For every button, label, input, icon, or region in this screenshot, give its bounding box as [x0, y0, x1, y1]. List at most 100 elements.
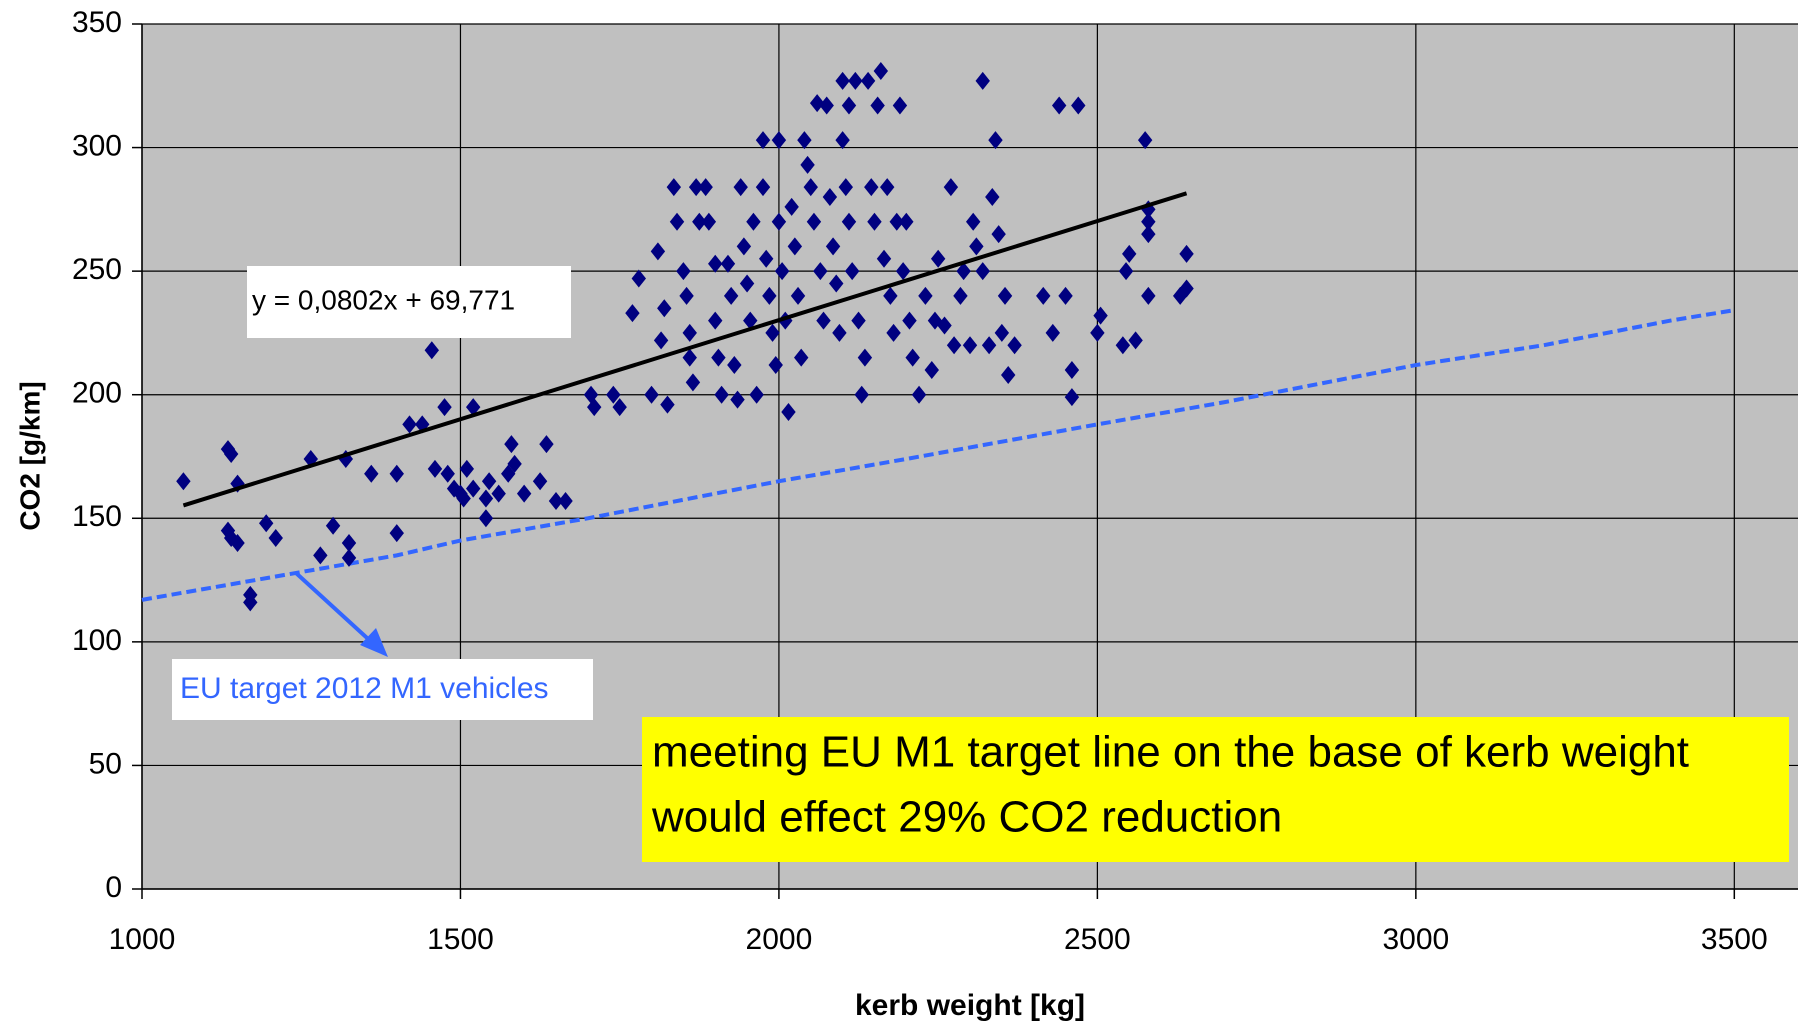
- scatter-point: [1115, 336, 1131, 355]
- scatter-point: [838, 178, 853, 197]
- scatter-point: [676, 262, 691, 281]
- scatter-point: [1179, 244, 1194, 263]
- target-label-box: [172, 659, 593, 720]
- scatter-point: [991, 225, 1006, 244]
- scatter-point: [558, 491, 573, 510]
- y-tick-label: 250: [72, 253, 122, 286]
- scatter-point: [997, 286, 1013, 305]
- scatter-point: [956, 262, 971, 281]
- scatter-point: [813, 262, 828, 281]
- scatter-point: [800, 155, 815, 174]
- scatter-point: [612, 398, 627, 417]
- note-line: meeting EU M1 target line on the base of…: [652, 728, 1689, 777]
- scatter-point: [771, 131, 787, 150]
- scatter-point: [223, 445, 239, 464]
- scatter-point: [424, 341, 439, 360]
- equation-box: [247, 266, 571, 338]
- scatter-point: [698, 178, 713, 197]
- y-tick-label: 100: [72, 624, 122, 657]
- scatter-point: [1179, 279, 1194, 298]
- scatter-point: [1122, 244, 1137, 263]
- scatter-point: [437, 398, 452, 417]
- scatter-point: [1064, 388, 1080, 407]
- scatter-point: [341, 548, 357, 567]
- trendline: [182, 191, 1188, 508]
- scatter-point: [440, 464, 455, 483]
- scatter-point: [653, 331, 669, 350]
- scatter-point: [860, 71, 876, 90]
- scatter-point: [816, 311, 831, 330]
- scatter-point: [844, 262, 860, 281]
- scatter-point: [644, 385, 659, 404]
- equation-label: y = 0,0802x + 69,771: [252, 284, 515, 315]
- scatter-point: [953, 286, 968, 305]
- scatter-point: [631, 269, 646, 288]
- x-tick-label: 1000: [109, 923, 176, 956]
- scatter-point: [1141, 286, 1156, 305]
- scatter-point: [880, 178, 895, 197]
- scatter-point: [981, 336, 997, 355]
- scatter-point: [692, 212, 707, 231]
- scatter-point: [1093, 306, 1108, 325]
- scatter-point: [389, 524, 404, 543]
- scatter-point: [889, 212, 904, 231]
- scatter-point: [876, 249, 892, 268]
- scatter-point: [504, 435, 519, 454]
- scatter-point: [864, 178, 879, 197]
- scatter-point: [507, 454, 522, 473]
- scatter-point: [481, 472, 497, 491]
- scatter-point: [733, 178, 748, 197]
- scatter-point: [466, 398, 481, 417]
- scatter-point: [778, 311, 793, 330]
- scatter-point: [994, 323, 1010, 342]
- scatter-point: [835, 131, 850, 150]
- y-tick-label: 50: [89, 747, 122, 780]
- note-line: would effect 29% CO2 reduction: [651, 793, 1282, 842]
- scatter-point: [176, 472, 191, 491]
- x-tick-label: 3000: [1382, 923, 1449, 956]
- scatter-point: [787, 237, 803, 256]
- scatter-point: [313, 546, 328, 565]
- scatter-point: [755, 178, 771, 197]
- scatter-point: [886, 323, 901, 342]
- scatter-point: [829, 274, 844, 293]
- scatter-point: [946, 336, 962, 355]
- x-tick-label: 2000: [746, 923, 813, 956]
- scatter-point: [723, 286, 739, 305]
- scatter-point: [832, 323, 847, 342]
- scatter-point: [870, 96, 885, 115]
- scatter-point: [905, 348, 920, 367]
- scatter-point: [809, 94, 825, 113]
- scatter-point: [825, 237, 841, 256]
- scatter-point: [478, 489, 494, 508]
- scatter-point: [230, 534, 245, 552]
- scatter-point: [743, 311, 758, 330]
- scatter-point: [243, 593, 258, 612]
- scatter-point: [650, 242, 666, 261]
- scatter-point: [774, 262, 790, 281]
- scatter-point: [427, 459, 443, 478]
- scatter-point: [937, 316, 952, 335]
- scatter-point: [682, 348, 697, 367]
- scatter-point: [708, 311, 723, 330]
- scatter-point: [819, 96, 834, 115]
- x-axis-title: kerb weight [kg]: [855, 989, 1085, 1022]
- x-tick-label: 2500: [1064, 923, 1131, 956]
- note-box: [642, 717, 1789, 862]
- scatter-point: [822, 188, 838, 206]
- scatter-point: [892, 96, 908, 115]
- scatter-point: [930, 249, 946, 268]
- scatter-point: [685, 373, 701, 392]
- scatter-point: [794, 348, 809, 367]
- scatter-point: [736, 237, 752, 256]
- scatter-point: [682, 323, 697, 342]
- scatter-point: [806, 212, 822, 231]
- scatter-point: [548, 491, 564, 510]
- scatter-point: [532, 472, 548, 491]
- scatter-point: [711, 348, 726, 367]
- scatter-point: [660, 395, 675, 414]
- scatter-point: [1172, 286, 1188, 305]
- scatter-point: [657, 299, 672, 318]
- scatter-point: [1007, 336, 1022, 355]
